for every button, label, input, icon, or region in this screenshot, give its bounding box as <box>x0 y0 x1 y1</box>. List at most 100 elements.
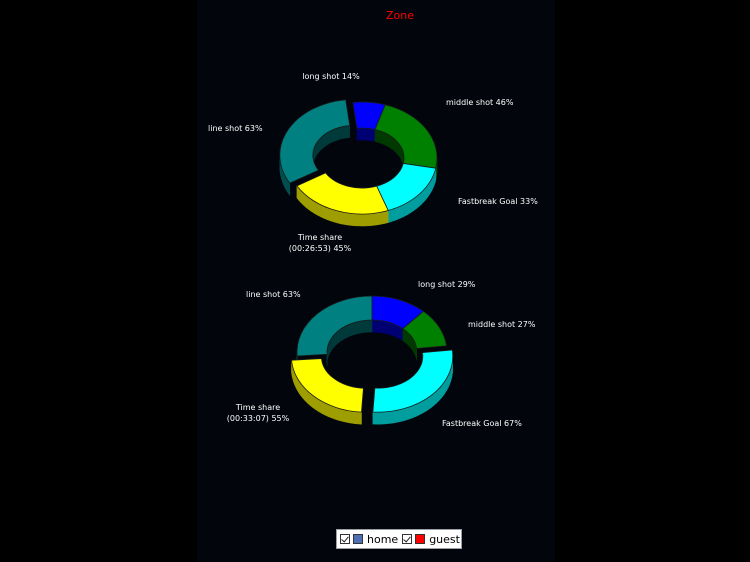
slice-side-3 <box>401 407 406 422</box>
slice-side-4 <box>324 402 329 417</box>
slice-side-4 <box>345 409 351 424</box>
slice-label-line: line shot 63% <box>208 124 263 133</box>
slice-side-3 <box>400 203 405 219</box>
slice-side-4 <box>341 211 346 226</box>
slice-side-4 <box>372 212 378 226</box>
slice-side-4 <box>317 202 321 218</box>
slice-inner-side-5 <box>339 126 343 140</box>
slice-side-4 <box>338 407 343 422</box>
slice-inner-side-1 <box>378 320 382 334</box>
slice-side-3 <box>390 208 395 223</box>
slice-side-4 <box>368 213 374 227</box>
slice-label-line: long shot 29% <box>418 280 476 289</box>
slice-inner-side-5 <box>354 321 358 335</box>
slice-2 <box>402 310 447 349</box>
slice-5 <box>296 295 373 357</box>
slice-side-3 <box>415 402 420 417</box>
slice-inner-side-5 <box>341 125 345 140</box>
slice-side-4 <box>318 398 322 414</box>
slice-side-4 <box>334 209 339 224</box>
slice-inner-side-1 <box>371 319 375 333</box>
slice-inner-side-1 <box>369 128 373 142</box>
slice-side-4 <box>341 408 347 423</box>
slice-side-4 <box>345 212 350 226</box>
slice-inner-side-5 <box>356 320 360 335</box>
slice-label-2: middle shot 27% <box>468 320 536 329</box>
slice-inner-side-5 <box>359 320 363 334</box>
slice-4 <box>291 358 364 413</box>
slice-inner-side-1 <box>360 127 364 141</box>
home-label: home <box>367 532 399 546</box>
slice-label-5: line shot 63% <box>246 290 301 299</box>
slice-inner-side-5 <box>361 320 365 334</box>
slice-inner-side-5 <box>368 319 372 333</box>
legend: home guest <box>336 529 462 549</box>
slice-side-4 <box>323 205 328 221</box>
slice-side-3 <box>385 411 391 425</box>
slice-4 <box>296 172 389 215</box>
slice-label-3: Fastbreak Goal 67% <box>442 419 522 428</box>
slice-side-4 <box>327 403 332 419</box>
slice-side-4 <box>353 213 358 227</box>
slice-inner-side-5 <box>352 321 356 336</box>
slice-side-3 <box>372 411 375 425</box>
slice-side-4 <box>364 213 370 227</box>
slice-inner-side-5 <box>366 319 370 333</box>
slice-inner-side-1 <box>367 127 371 141</box>
slice-inner-side-1 <box>394 323 397 338</box>
slice-side-3 <box>418 400 423 416</box>
home-swatch <box>353 534 363 544</box>
slice-inner-side-5 <box>350 322 354 337</box>
slice-inner-side-1 <box>371 128 375 142</box>
slice-5 <box>279 99 351 184</box>
slice-side-3 <box>377 411 383 425</box>
slice-side-3 <box>421 398 426 414</box>
slice-side-4 <box>321 400 326 416</box>
slice-inner-side-5 <box>337 126 341 141</box>
slice-side-4 <box>326 207 332 222</box>
slice-side-4 <box>349 410 354 424</box>
home-checkbox[interactable] <box>340 534 350 544</box>
slice-label-line: line shot 63% <box>246 290 301 299</box>
slice-inner-side-1 <box>365 127 369 141</box>
slice-side-3 <box>387 209 392 223</box>
slice-label-line: long shot 14% <box>302 72 360 81</box>
slice-inner-side-5 <box>363 319 367 333</box>
slice-side-4 <box>353 411 358 425</box>
slice-3 <box>372 349 454 413</box>
legend-item-home[interactable]: home <box>340 533 398 546</box>
slice-side-3 <box>408 405 413 420</box>
slice-inner-side-1 <box>358 127 362 141</box>
slice-side-3 <box>394 206 399 221</box>
slice-side-4 <box>331 405 336 420</box>
guest-checkbox[interactable] <box>402 534 413 544</box>
slice-label-line: (00:33:07) 55% <box>227 414 290 423</box>
slice-inner-side-2 <box>376 129 380 144</box>
slice-inner-side-1 <box>383 320 387 334</box>
slice-label-3: Fastbreak Goal 33% <box>458 197 538 206</box>
slice-label-2: middle shot 46% <box>446 98 514 107</box>
slice-side-4 <box>357 411 362 425</box>
slice-label-1: long shot 14% <box>302 72 360 81</box>
slice-inner-side-1 <box>381 320 384 334</box>
slice-label-4: Time share (00:33:07) 55% <box>227 403 290 423</box>
legend-item-guest[interactable]: guest <box>402 533 460 546</box>
slice-inner-side-5 <box>343 125 347 139</box>
slice-side-4 <box>357 213 362 227</box>
slice-side-4 <box>360 213 366 227</box>
slice-side-4 <box>384 210 389 224</box>
slice-side-4 <box>330 208 335 223</box>
slice-inner-side-5 <box>345 125 349 139</box>
slice-side-3 <box>397 205 402 220</box>
slice-side-4 <box>337 210 343 225</box>
slice-inner-side-1 <box>392 323 395 337</box>
slice-side-3 <box>411 404 416 419</box>
slice-side-4 <box>380 211 385 225</box>
slice-inner-side-1 <box>385 321 389 335</box>
slice-side-4 <box>376 211 381 226</box>
slice-inner-side-1 <box>374 319 378 333</box>
slice-inner-side-1 <box>356 127 360 141</box>
slice-side-4 <box>320 204 325 219</box>
slice-side-3 <box>404 201 408 217</box>
chart-panel <box>197 0 555 562</box>
